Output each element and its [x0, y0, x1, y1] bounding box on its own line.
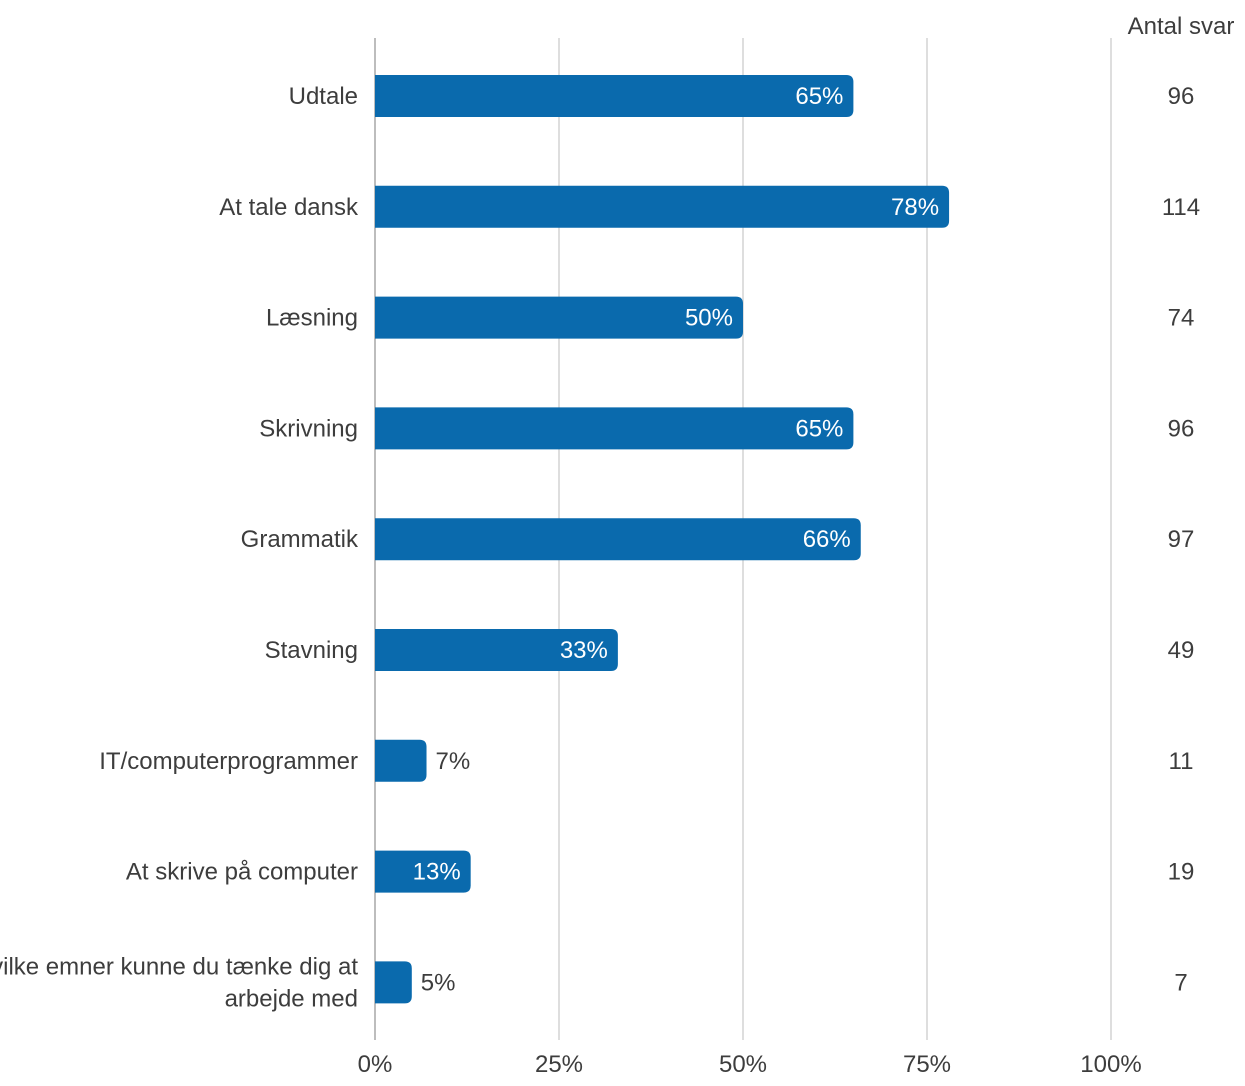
bar-layer	[375, 75, 950, 1004]
count-column-header: Antal svar	[1128, 13, 1235, 40]
bar-value-label: 66%	[803, 526, 851, 553]
bar-value-label: 50%	[685, 305, 733, 332]
bar	[375, 739, 427, 782]
bar	[375, 407, 854, 450]
bar	[375, 961, 412, 1004]
category-label: IT/computerprogrammer	[99, 748, 358, 775]
count-value: 19	[1168, 859, 1195, 886]
category-label: Udtale	[289, 83, 358, 110]
count-value: 96	[1168, 415, 1195, 442]
bar	[375, 296, 743, 339]
bar-value-label: 13%	[413, 859, 461, 886]
count-value: 11	[1169, 748, 1194, 775]
category-label: Hvilke emner kunne du tænke dig at arbejd…	[0, 953, 358, 1012]
x-tick-label: 100%	[1080, 1051, 1141, 1078]
count-value: 74	[1168, 305, 1195, 332]
category-label: Læsning	[266, 305, 358, 332]
bar-value-label: 78%	[891, 194, 939, 221]
count-value: 49	[1168, 637, 1195, 664]
bar	[375, 75, 854, 117]
bar-value-label: 65%	[795, 83, 843, 110]
bar-value-label: 5%	[421, 969, 456, 996]
category-label: Skrivning	[259, 415, 358, 442]
x-tick-label: 0%	[358, 1051, 393, 1078]
count-value: 97	[1168, 526, 1195, 553]
x-tick-label: 25%	[535, 1051, 583, 1078]
count-value: 7	[1174, 969, 1187, 996]
bar	[375, 185, 950, 228]
category-label: Grammatik	[241, 526, 359, 553]
bar	[375, 629, 618, 671]
category-label: At skrive på computer	[126, 859, 358, 886]
bar-value-label: 7%	[436, 748, 471, 775]
bar	[375, 518, 861, 561]
count-value: 96	[1168, 83, 1195, 110]
category-label: At tale dansk	[219, 194, 359, 221]
bar-value-label: 65%	[795, 415, 843, 442]
x-tick-label: 50%	[719, 1051, 767, 1078]
count-value: 114	[1162, 194, 1200, 221]
x-tick-label: 75%	[903, 1051, 951, 1078]
bar	[375, 850, 471, 893]
bar-value-label: 33%	[560, 637, 608, 664]
category-label: Stavning	[265, 637, 358, 664]
